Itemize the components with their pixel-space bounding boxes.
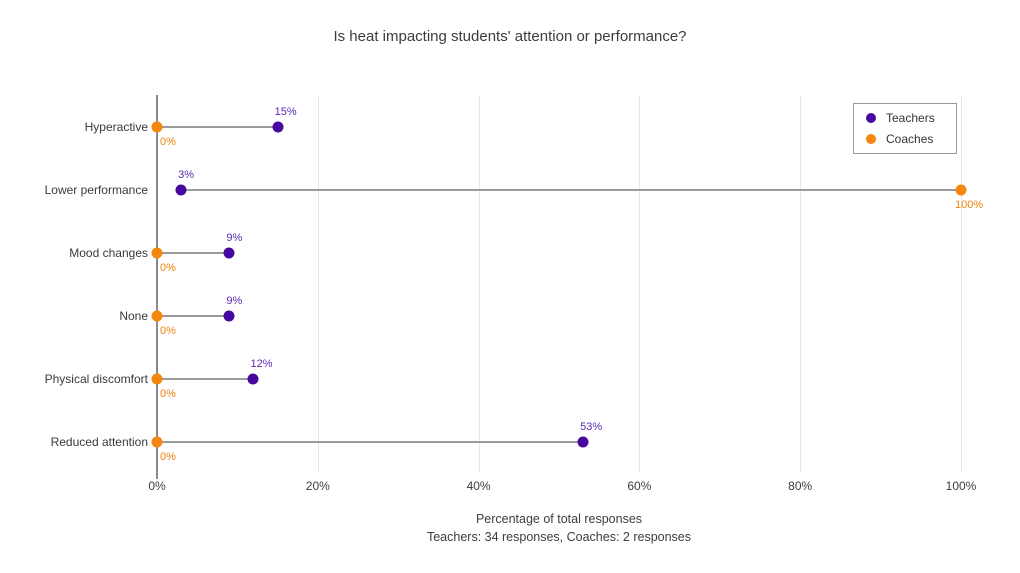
coaches-dot — [151, 436, 163, 447]
category-label: Physical discomfort — [44, 371, 148, 386]
stem-line — [157, 377, 254, 380]
legend: Teachers Coaches — [853, 103, 957, 154]
legend-label: Teachers — [886, 111, 935, 125]
gridline — [317, 95, 319, 473]
gridline — [639, 95, 641, 473]
stem-line — [181, 188, 961, 191]
stem-line — [157, 314, 230, 317]
x-tick-label: 80% — [788, 479, 813, 493]
x-tick-label: 100% — [945, 479, 977, 493]
teachers-value-label: 9% — [226, 231, 243, 244]
coaches-value-label: 0% — [160, 324, 176, 337]
coaches-dot — [151, 121, 163, 132]
teachers-dot — [175, 184, 187, 195]
x-tick-label: 40% — [466, 479, 491, 493]
teachers-legend-dot-icon — [866, 113, 876, 123]
coaches-dot — [151, 373, 163, 384]
x-axis-title: Percentage of total responses — [475, 512, 643, 526]
coaches-dot — [151, 310, 163, 321]
teachers-value-label: 15% — [274, 105, 297, 118]
coaches-dot — [955, 184, 967, 195]
teachers-dot — [223, 310, 235, 321]
gridline — [961, 95, 962, 473]
teachers-dot — [247, 373, 259, 384]
stem-line — [157, 125, 278, 128]
coaches-legend-dot-icon — [866, 134, 876, 144]
coaches-value-label: 0% — [160, 450, 176, 463]
teachers-dot — [272, 121, 284, 132]
coaches-dot — [151, 247, 163, 258]
x-tick-label: 20% — [305, 479, 330, 493]
legend-label: Coaches — [886, 132, 934, 146]
teachers-dot — [577, 436, 589, 447]
y-axis-line — [156, 95, 158, 479]
chart-title: Is heat impacting students' attention or… — [333, 28, 687, 45]
category-label: None — [119, 308, 148, 323]
coaches-value-label: 0% — [160, 387, 176, 400]
x-tick-label: 0% — [148, 479, 166, 493]
stem-line — [157, 440, 584, 443]
gridline — [800, 95, 802, 473]
coaches-value-label: 0% — [160, 261, 176, 274]
category-label: Reduced attention — [50, 434, 148, 449]
category-label: Hyperactive — [84, 119, 148, 134]
teachers-value-label: 3% — [178, 168, 195, 181]
teachers-value-label: 12% — [250, 357, 273, 370]
legend-item-teachers: Teachers — [866, 111, 944, 125]
category-label: Lower performance — [44, 182, 148, 197]
x-tick-label: 60% — [627, 479, 652, 493]
coaches-value-label: 100% — [955, 198, 984, 211]
teachers-value-label: 53% — [580, 420, 603, 433]
gridline — [478, 95, 480, 473]
category-label: Mood changes — [69, 245, 148, 260]
teachers-value-label: 9% — [226, 294, 243, 307]
teachers-dot — [223, 247, 235, 258]
legend-item-coaches: Coaches — [866, 132, 944, 146]
x-axis-subtitle: Teachers: 34 responses, Coaches: 2 respo… — [426, 530, 692, 544]
stem-line — [157, 251, 230, 254]
coaches-value-label: 0% — [160, 135, 176, 148]
